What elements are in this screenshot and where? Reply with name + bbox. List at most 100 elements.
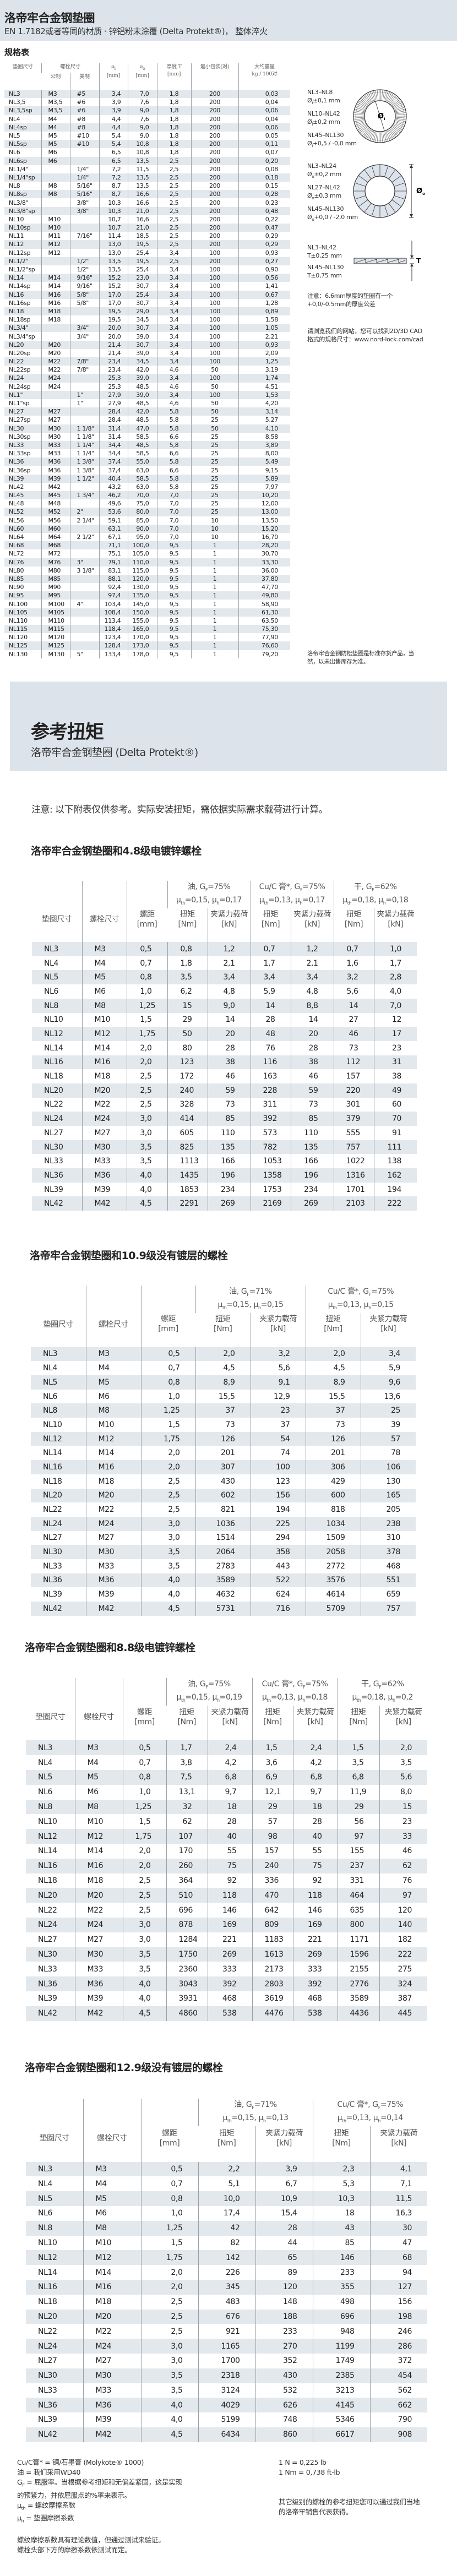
washer-size: NL22 — [43, 1505, 62, 1515]
spec-cell: 47,0 — [127, 424, 157, 433]
spec-cell: 1" — [69, 399, 99, 408]
spec-cell: 67,1 — [99, 532, 128, 542]
spec-cell: 6,6 — [156, 449, 191, 458]
value-cell: 3,0 — [140, 2339, 198, 2354]
value-cell: 2,1 — [290, 956, 334, 971]
spec-cell: NL4 — [9, 115, 20, 123]
spec-cell: 15,2 — [99, 274, 128, 282]
value-cell: 0,7 — [333, 942, 374, 956]
value-cell: 5346 — [312, 2412, 371, 2427]
value-cell: 7,0 — [373, 998, 417, 1013]
value-cell: 15 — [379, 1799, 428, 1815]
spec-cell — [69, 307, 99, 316]
spec-cell: 47,70 — [238, 583, 290, 592]
washer-size: NL3 — [44, 944, 58, 954]
value-cell: 2,8 — [373, 970, 417, 985]
value-cell: 4029 — [198, 2398, 255, 2413]
spec-cell: 25,4 — [127, 265, 157, 274]
value-cell: 310 — [360, 1531, 416, 1545]
torque-row: NL10 M10 1,5 29 14 28 14 27 12 — [32, 1012, 417, 1027]
spec-cell: 11,4 — [99, 232, 128, 241]
value-cell: 18 — [312, 2205, 371, 2221]
spec-cell: 75,30 — [238, 625, 290, 634]
value-cell: 270 — [255, 2339, 313, 2354]
value-cell: 8,9 — [195, 1375, 251, 1390]
value-cell: 9,6 — [360, 1375, 416, 1390]
value-cell: 106 — [360, 1460, 416, 1474]
spec-cell: 25,3 — [99, 374, 128, 383]
value-cell: 1284 — [166, 1932, 208, 1947]
header-condition-group: Cu/C 膏*, GF=75% μth=0,13, μh=0,18 — [252, 1678, 338, 1706]
bolt-size: M27 — [85, 1531, 141, 1545]
bolt-size: M6 — [83, 2205, 141, 2221]
spec-cell — [41, 173, 70, 182]
spec-cell: 1,8 — [156, 115, 191, 123]
torque-table: 垫圈尺寸 螺栓尺寸 螺距 [mm] 油, GF=71% μth=0,15, μh=0,13… — [26, 2099, 428, 2442]
header-condition-group: Cu/C 膏*, GF=75% μth=0,13, μh=0,14 — [312, 2099, 428, 2126]
header-condition-group: Cu/C 膏*, GF=75% μth=0,13, μh=0,17 — [250, 881, 334, 908]
value-cell: 0,8 — [122, 1769, 166, 1785]
spec-cell: 16,70 — [238, 532, 290, 542]
spec-cell: M39 — [41, 474, 70, 483]
value-cell: 696 — [166, 1903, 208, 1918]
spec-cell: 3,4 — [99, 90, 128, 99]
spec-row: NL3/4" 3/4" 20,0 30,7 3,4 100 1,05 — [4, 324, 290, 333]
value-cell: 392 — [292, 1976, 338, 1991]
value-cell: 4,5 — [195, 1361, 251, 1376]
value-cell: 42 — [198, 2220, 255, 2236]
spec-cell: 3" — [69, 558, 99, 567]
washer-size: NL8 — [38, 1802, 52, 1811]
washer-size: NL18 — [43, 1477, 62, 1486]
spec-cell: 1 — [191, 583, 238, 592]
spec-cell: 123,4 — [99, 633, 128, 642]
value-cell: 4476 — [252, 2006, 293, 2021]
spec-cell: 3,89 — [238, 440, 290, 450]
value-cell: 138 — [373, 1154, 417, 1169]
spec-cell: M8 — [41, 190, 70, 199]
value-cell: 5709 — [305, 1602, 361, 1616]
spec-cell: NL18sp — [9, 316, 31, 324]
value-cell: 676 — [198, 2309, 255, 2324]
spec-cell: 200 — [191, 90, 238, 99]
washer-size: NL6 — [44, 987, 58, 996]
spec-cell: 8,7 — [99, 190, 128, 199]
washer-size: NL36 — [38, 1979, 57, 1989]
value-cell: 49 — [373, 1083, 417, 1098]
value-cell: 1,0 — [126, 984, 167, 999]
washer-size: NL18 — [44, 1072, 63, 1081]
stock-note: 洛帝牢合金钢防松垫圈是标准存货产品，当 然，以未出售库存为准。 — [307, 650, 414, 665]
bolt-size: M3 — [81, 942, 127, 956]
washer-size: NL27 — [38, 2356, 57, 2366]
value-cell: 237 — [337, 1858, 380, 1874]
value-cell: 2,2 — [198, 2161, 255, 2177]
value-cell: 3213 — [312, 2383, 371, 2398]
torque-row: NL30 M30 3,5 1750 269 1613 269 1596 222 — [26, 1947, 428, 1962]
washer-size: NL6 — [38, 2209, 52, 2218]
value-cell: 430 — [255, 2368, 313, 2383]
bolt-size: M39 — [74, 1991, 123, 2006]
header-bolt: 螺栓尺寸 — [74, 1678, 123, 1741]
spec-cell: 16,6 — [127, 190, 157, 199]
value-cell: 9,1 — [250, 1375, 306, 1390]
washer-size: NL8 — [44, 1001, 58, 1010]
spec-cell: 10,7 — [99, 215, 128, 224]
spec-cell: M48 — [41, 499, 70, 508]
header-clamp-load: 夹紧力载荷 [kN] — [292, 1705, 338, 1741]
header-clamp-load: 夹紧力载荷 [kN] — [379, 1705, 428, 1741]
value-cell: 269 — [290, 1196, 334, 1211]
bolt-size: M22 — [74, 1903, 123, 1918]
value-cell: 23 — [373, 1041, 417, 1055]
torque-table: 垫圈尺寸 螺栓尺寸 螺距 [mm] 油, GF=71% μth=0,15, μh=0,15… — [31, 1286, 416, 1616]
value-cell: 38 — [373, 1069, 417, 1083]
value-cell: 6,2 — [167, 984, 208, 999]
spec-cell — [69, 549, 99, 558]
value-cell: 0,7 — [140, 1361, 195, 1376]
spec-cell: 1,25 — [238, 357, 290, 366]
washer-size: NL4 — [44, 958, 58, 968]
spec-cell: M18 — [41, 315, 70, 324]
value-cell: 1,5 — [122, 1814, 166, 1829]
spec-cell: 1 1/8" — [69, 432, 99, 441]
value-cell: 1,8 — [167, 956, 208, 971]
spec-cell: NL16 — [9, 291, 24, 298]
spec-cell — [69, 407, 99, 416]
